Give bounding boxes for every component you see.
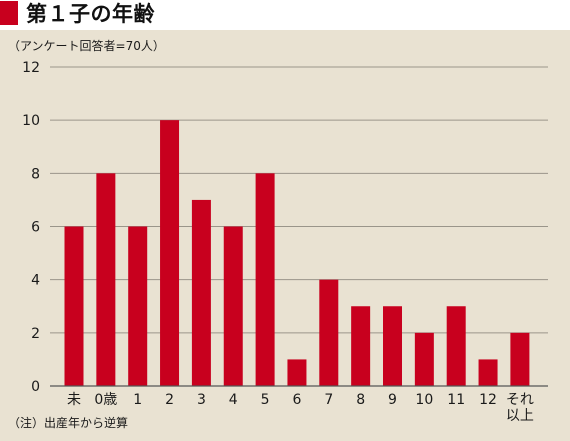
x-tick-label: 6 [292,392,301,408]
chart-title: 第１子の年齢 [26,2,155,26]
x-tick-label: 5 [261,392,270,408]
x-tick-label: 1 [133,392,142,408]
title-bar: 第１子の年齢 [0,0,570,30]
y-tick-label: 2 [31,326,40,342]
x-tick-label: 未 [67,392,81,408]
bar [96,173,116,386]
x-tick-label-line: それ [506,392,534,408]
bar [446,306,466,386]
x-tick-label: 9 [388,392,397,408]
y-tick-label: 10 [22,113,40,129]
x-tick-label-line: 4 [229,392,238,408]
x-tick-label: 2 [165,392,174,408]
x-tick-label-line: 8 [356,392,365,408]
respondents-note: （アンケート回答者=70人） [8,38,165,53]
y-tick-label: 4 [31,273,40,289]
x-tick-label-line: 2 [165,392,174,408]
x-tick-label: 0歳 [94,392,117,408]
x-tick-label: 10 [415,392,433,408]
x-tick-label: それ以上 [506,392,534,424]
x-tick-label-line: 6 [292,392,301,408]
bar [319,279,339,386]
x-tick-label-line: 7 [324,392,333,408]
x-tick-label-line: 3 [197,392,206,408]
y-tick-label: 8 [31,166,40,182]
x-tick-label-line: 10 [415,392,433,408]
bar [383,306,402,386]
bar [128,226,148,386]
x-tick-label: 11 [447,392,465,408]
x-tick-label-line: 未 [67,392,81,408]
bar [64,226,84,386]
x-tick-label-line: 12 [479,392,497,408]
bar [510,332,530,386]
y-tick-label: 0 [31,379,40,395]
x-tick-label-line: 1 [133,392,142,408]
bar [478,359,498,386]
x-tick-label: 12 [479,392,497,408]
y-axis-ticks: 0 2 4 6 8 10 12 [22,60,40,395]
bar [160,120,180,387]
x-tick-label-line: 11 [447,392,465,408]
x-tick-label: 8 [356,392,365,408]
x-tick-label-line: 5 [261,392,270,408]
x-tick-label: 3 [197,392,206,408]
bar [414,332,434,386]
x-tick-label-line: 0歳 [94,392,117,408]
x-tick-label: 4 [229,392,238,408]
title-marker [0,1,18,25]
bar [287,359,307,386]
bars [64,120,530,387]
bar [351,306,371,386]
x-axis-ticks: 未 0歳 1 2 3 4 5 6 7 8 9 10 11 12 それ以上 [67,392,534,424]
chart-panel [0,30,570,441]
x-tick-label: 7 [324,392,333,408]
footnote: （注）出産年から逆算 [8,415,128,430]
y-tick-label: 12 [22,60,40,76]
x-tick-label-line: 9 [388,392,397,408]
bar [255,173,275,386]
gridlines [50,66,548,334]
x-tick-label-line: 以上 [506,408,534,424]
bar [223,226,243,386]
y-tick-label: 6 [31,220,40,236]
bar [191,199,211,386]
